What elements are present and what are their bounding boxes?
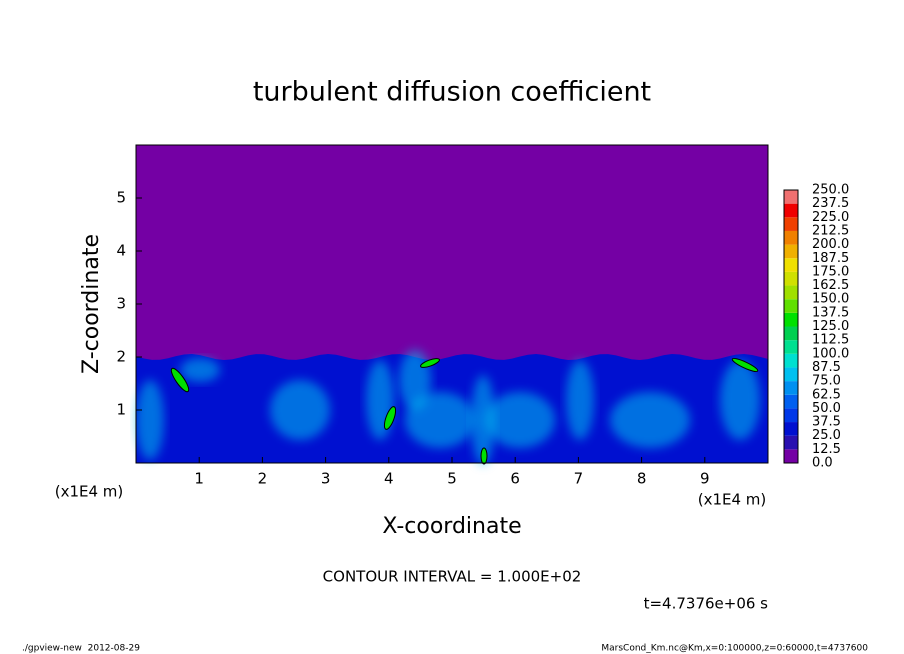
turbulent-eddy [485, 392, 555, 448]
colorbar-label: 200.0 [812, 237, 849, 252]
colorbar-band [784, 244, 798, 259]
colorbar-label: 100.0 [812, 346, 849, 361]
x-tick-label: 8 [637, 470, 647, 488]
colorbar-band [784, 258, 798, 272]
turbulent-eddy [270, 380, 330, 440]
x-tick-label: 5 [447, 470, 457, 488]
colorbar-band [784, 435, 798, 450]
colorbar-label: 12.5 [812, 442, 841, 457]
x-tick-label: 2 [258, 470, 268, 488]
turbulent-eddy [610, 392, 690, 448]
colorbar-label: 62.5 [812, 387, 841, 402]
colorbar-frame [783, 189, 799, 464]
colorbar-band [784, 449, 798, 463]
contour-patch [420, 358, 440, 368]
colorbar-label: 237.5 [812, 196, 849, 211]
x-tick-label: 7 [574, 470, 584, 488]
contour-patch [731, 357, 759, 373]
colorbar-band [784, 394, 798, 409]
colorbar-band [784, 367, 798, 382]
colorbar-label: 175.0 [812, 264, 849, 279]
colorbar-label: 212.5 [812, 223, 849, 238]
colorbar-band [784, 422, 798, 436]
colorbar-band [784, 381, 798, 395]
chart-title: turbulent diffusion coefficient [253, 77, 651, 108]
turbulent-eddy [720, 360, 760, 440]
contour-interval: CONTOUR INTERVAL = 1.000E+02 [323, 568, 582, 586]
y-tick-label: 1 [116, 401, 126, 419]
x-tick-label: 4 [384, 470, 394, 488]
colorbar-label: 25.0 [812, 428, 841, 443]
colorbar-label: 125.0 [812, 319, 849, 334]
colorbar-band [784, 217, 798, 231]
colorbar-label: 150.0 [812, 292, 849, 307]
y-tick-label: 5 [116, 189, 126, 207]
colorbar-label: 112.5 [812, 333, 849, 348]
colorbar-label: 162.5 [812, 278, 849, 293]
x-tick-label: 9 [700, 470, 710, 488]
colorbar-band [784, 271, 798, 286]
y-tick-label: 3 [116, 295, 126, 313]
x-unit: (x1E4 m) [698, 491, 767, 509]
colorbar-label: 87.5 [812, 360, 841, 375]
footer-left: ./gpview-new 2012-08-29 [22, 644, 140, 654]
colorbar-band [784, 203, 798, 218]
colorbar-label: 225.0 [812, 210, 849, 225]
colorbar-label: 37.5 [812, 415, 841, 430]
y-tick-label: 4 [116, 242, 126, 260]
colorbar-band [784, 340, 798, 354]
y-unit: (x1E4 m) [55, 483, 124, 501]
footer-right: MarsCond_Km.nc@Km,x=0:100000,z=0:60000,t… [601, 644, 868, 654]
colorbar-band [784, 326, 798, 341]
contour-patch [170, 367, 190, 393]
y-tick-label: 2 [116, 348, 126, 366]
y-axis-label: Z-coordinate [79, 234, 104, 374]
colorbar-band [784, 230, 798, 245]
colorbar-band [784, 408, 798, 423]
turbulent-eddy [566, 360, 594, 440]
contour-patch [480, 447, 488, 465]
colorbar-band [784, 285, 798, 300]
x-tick-label: 1 [194, 470, 204, 488]
x-tick-label: 6 [510, 470, 520, 488]
colorbar-label: 75.0 [812, 374, 841, 389]
colorbar-label: 137.5 [812, 305, 849, 320]
contour-patch [383, 406, 397, 430]
colorbar-label: 250.0 [812, 183, 849, 198]
turbulent-eddy [366, 360, 394, 440]
turbulent-eddy [405, 392, 475, 448]
colorbar-band [784, 312, 798, 327]
colorbar-band [784, 353, 798, 368]
field [136, 145, 768, 465]
colorbar-band [784, 190, 798, 204]
turbulent-eddy [136, 380, 164, 460]
turbulent-eddy [180, 358, 220, 382]
time-label: t=4.7376e+06 s [644, 595, 769, 613]
colorbar-label: 50.0 [812, 401, 841, 416]
turbulent-eddy [471, 375, 495, 465]
colorbar-label: 0.0 [812, 456, 833, 471]
x-axis-label: X-coordinate [382, 514, 521, 539]
colorbar-band [784, 299, 798, 313]
colorbar-label: 187.5 [812, 251, 849, 266]
x-tick-label: 3 [321, 470, 331, 488]
